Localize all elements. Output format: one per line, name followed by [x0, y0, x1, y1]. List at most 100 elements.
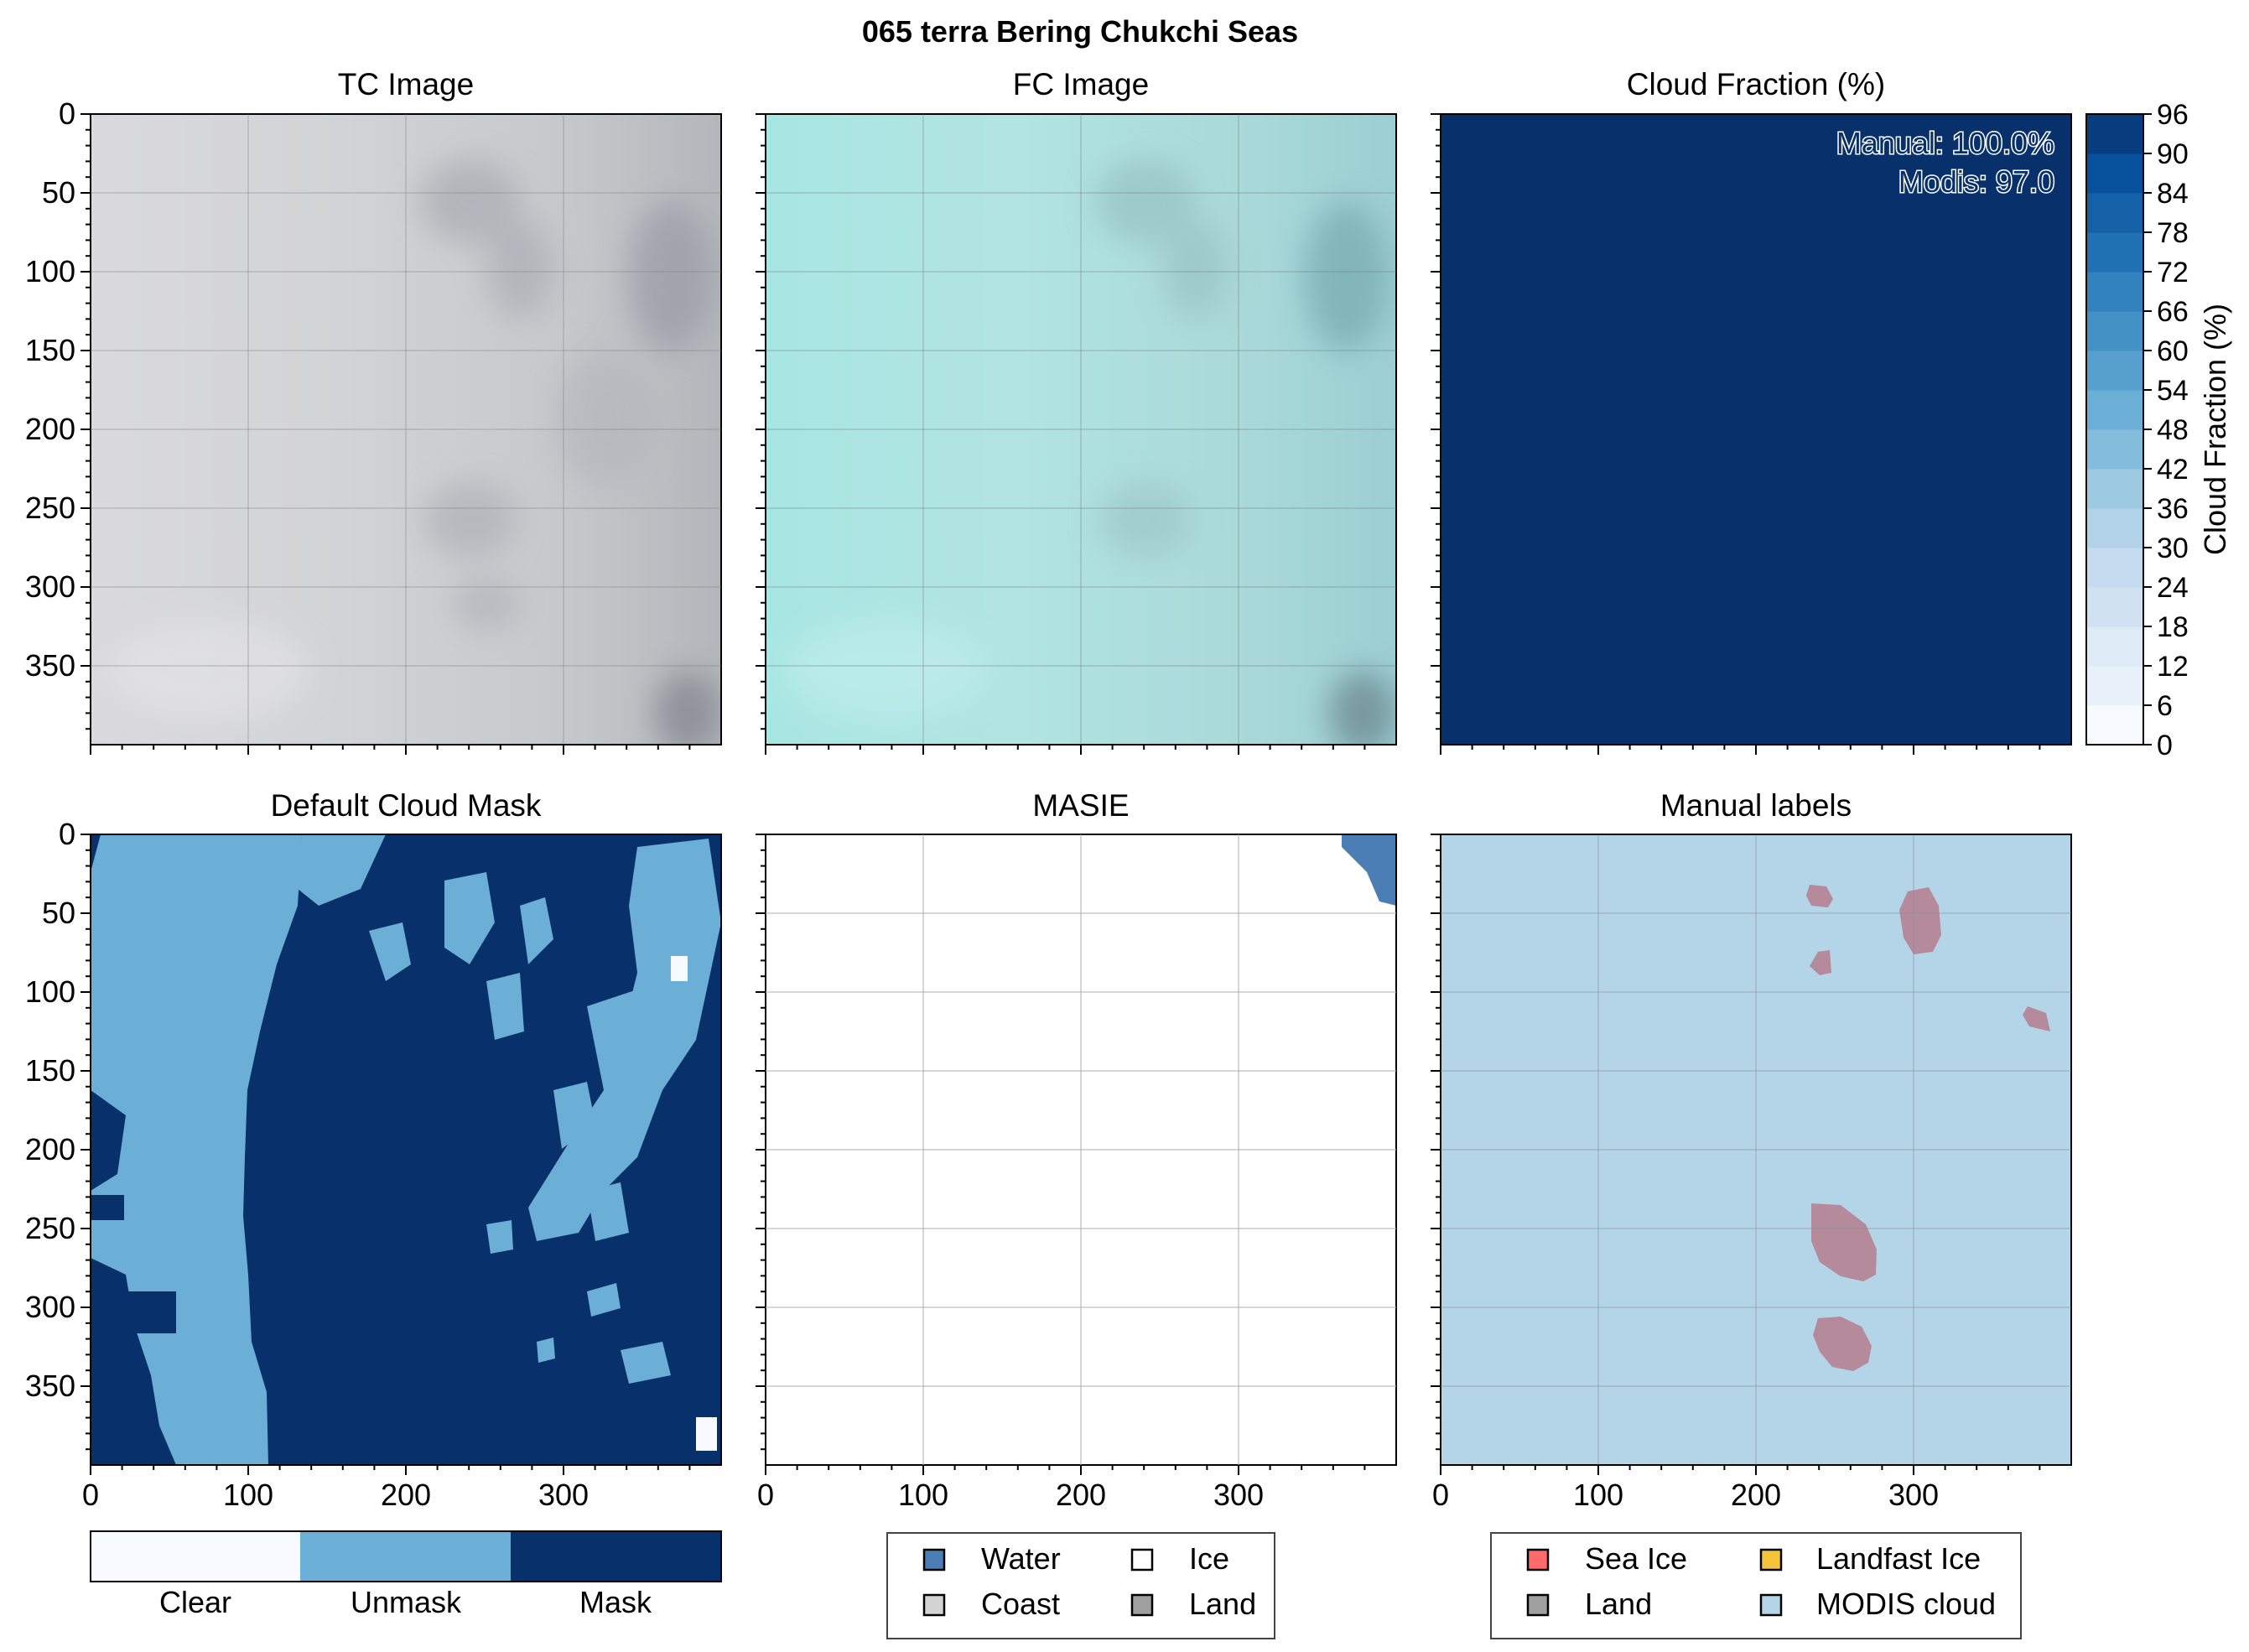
masie-legend: Water Ice Coast Land	[886, 1532, 1275, 1639]
x-tick-label: 300	[1213, 1478, 1264, 1512]
colorbar-tick-label: 96	[2157, 99, 2189, 131]
colorbar-tick-label: 6	[2157, 690, 2173, 722]
colorbar-tick-label: 90	[2157, 138, 2189, 170]
colorbar-level	[2086, 193, 2143, 233]
colorbar-tick-label: 18	[2157, 611, 2189, 643]
colorbar-tick-label: 66	[2157, 296, 2189, 328]
manual-legend-modis-swatch	[1759, 1593, 1783, 1617]
colorbar-tick-label: 72	[2157, 257, 2189, 288]
colorbar-tick-label: 84	[2157, 178, 2189, 210]
masie-legend-land-swatch	[1130, 1593, 1154, 1617]
y-tick-label: 50	[42, 896, 75, 930]
x-tick-label: 100	[1573, 1478, 1623, 1512]
y-tick-label: 200	[25, 1132, 75, 1166]
panel-title-manual: Manual labels	[1660, 788, 1852, 823]
masie-legend-coast-swatch	[922, 1593, 946, 1617]
cloud-mask-raster	[91, 834, 721, 1465]
manual-labels-raster	[1806, 885, 2050, 1371]
cloud-mask-legend: Clear Unmask Mask	[90, 1530, 722, 1619]
colorbar-level	[2086, 587, 2143, 627]
figure-title: 065 terra Bering Chukchi Seas	[862, 14, 1298, 49]
y-tick-label: 250	[25, 491, 75, 525]
colorbar-level	[2086, 351, 2143, 391]
sea-ice-blob	[1899, 887, 1941, 954]
panel-title-fc: FC Image	[1013, 67, 1149, 101]
colorbar-level	[2086, 666, 2143, 706]
legend-unmask: Unmask	[351, 1585, 462, 1619]
masie-legend-ice-swatch	[1130, 1548, 1154, 1571]
y-tick-label: 100	[25, 974, 75, 1009]
manual-legend-seaice-swatch	[1526, 1548, 1550, 1571]
y-tick-label: 100	[25, 254, 75, 288]
cloud-annotation-modis: Modis: 97.0	[1898, 164, 2054, 199]
x-tick-label: 100	[898, 1478, 948, 1512]
sea-ice-blob	[2023, 1006, 2050, 1031]
manual-legend-land: Land	[1585, 1587, 1652, 1621]
fc-image-raster	[766, 114, 1396, 745]
x-tick-label: 100	[223, 1478, 273, 1512]
colorbar-level	[2086, 508, 2143, 548]
manual-legend-landfast-swatch	[1759, 1548, 1783, 1571]
panel-fc-image: FC Image	[765, 67, 1397, 745]
sea-ice-blob	[1810, 950, 1831, 975]
colorbar-level	[2086, 469, 2143, 509]
colorbar-level	[2086, 114, 2143, 154]
legend-clear: Clear	[159, 1585, 231, 1619]
masie-legend-land: Land	[1189, 1587, 1256, 1621]
sea-ice-blob	[1813, 1317, 1872, 1371]
x-tick-label: 200	[381, 1478, 431, 1512]
panel-title-mask: Default Cloud Mask	[271, 788, 542, 823]
cloud-annotation-manual: Manual: 100.0%	[1836, 126, 2054, 160]
colorbar-tick-label: 54	[2157, 375, 2189, 407]
masie-legend-coast: Coast	[981, 1587, 1060, 1621]
y-tick-label: 0	[59, 817, 75, 851]
colorbar-tick-label: 48	[2157, 414, 2189, 446]
x-tick-label: 0	[82, 1478, 99, 1512]
axes-layer: 0 50 100 150 200 250 300 350 0 50 100 150 200 250 300 3…	[25, 96, 2071, 1512]
panel-axes-3: 0 50 100 150 200 250 300 350 0 100 200 300	[25, 817, 691, 1512]
manual-legend-landfast: Landfast Ice	[1816, 1541, 1981, 1576]
colorbar-level	[2086, 390, 2143, 430]
y-tick-label: 50	[42, 175, 75, 210]
y-tick-label: 300	[25, 569, 75, 604]
y-tick-label: 150	[25, 1053, 75, 1088]
panel-default-cloud-mask: Default Cloud Mask	[90, 788, 722, 1619]
y-tick-label: 0	[59, 96, 75, 131]
sea-ice-blob	[1806, 885, 1833, 907]
panel-axes-0: 0 50 100 150 200 250 300 350	[25, 96, 721, 755]
masie-raster	[1342, 834, 1396, 906]
masie-legend-ice: Ice	[1189, 1541, 1229, 1576]
panel-axes-2	[1431, 113, 2041, 755]
colorbar-level	[2086, 548, 2143, 588]
colorbar-tick-label: 42	[2157, 454, 2189, 486]
x-tick-label: 300	[538, 1478, 589, 1512]
x-tick-label: 0	[757, 1478, 774, 1512]
panel-axes-4: 0 100 200 300	[756, 834, 1396, 1512]
x-tick-label: 300	[1888, 1478, 1939, 1512]
x-tick-label: 0	[1432, 1478, 1449, 1512]
colorbar-level	[2086, 232, 2143, 273]
panel-axes-5: 0 100 200 300	[1431, 834, 2071, 1512]
colorbar-level	[2086, 705, 2143, 745]
y-tick-label: 350	[25, 1369, 75, 1403]
manual-legend-seaice: Sea Ice	[1585, 1541, 1687, 1576]
manual-legend-modis: MODIS cloud	[1816, 1587, 1996, 1621]
y-tick-label: 350	[25, 648, 75, 683]
cloud-fraction-field	[1441, 114, 2071, 745]
colorbar-label: Cloud Fraction (%)	[2198, 304, 2232, 555]
colorbar-tick-label: 36	[2157, 493, 2189, 525]
y-tick-label: 300	[25, 1290, 75, 1324]
colorbar-level	[2086, 153, 2143, 194]
x-tick-label: 200	[1731, 1478, 1781, 1512]
colorbar-tick-label: 0	[2157, 730, 2173, 761]
manual-legend: Sea Ice Landfast Ice Land MODIS cloud	[1490, 1532, 2022, 1639]
panel-axes-1	[756, 113, 1396, 755]
panel-cloud-fraction: Cloud Fraction (%) Manual: 100.0% Modis:…	[1440, 67, 2232, 761]
colorbar-tick-label: 60	[2157, 335, 2189, 367]
colorbar-level	[2086, 429, 2143, 470]
colorbar-tick-label: 12	[2157, 651, 2189, 683]
panel-title-cloud: Cloud Fraction (%)	[1627, 67, 1885, 101]
colorbar-tick-label: 78	[2157, 217, 2189, 249]
y-tick-label: 200	[25, 412, 75, 446]
